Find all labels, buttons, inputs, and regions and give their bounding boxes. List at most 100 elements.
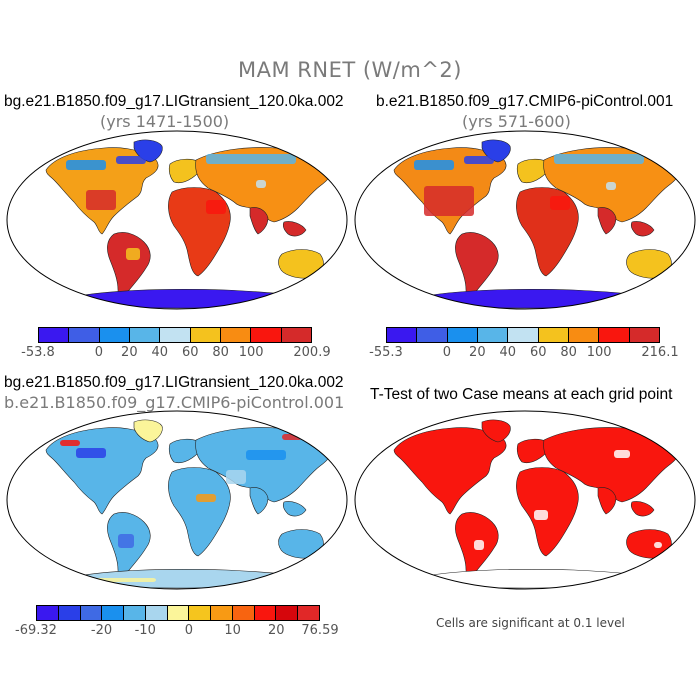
colorbar-tick-label: 80 xyxy=(212,345,229,360)
colorbar-tick-label: 200.9 xyxy=(293,345,331,360)
colorbar-tick-label: -55.3 xyxy=(369,345,403,360)
colorbar-swatch xyxy=(37,606,59,620)
continent-europe xyxy=(516,438,550,464)
field-patch xyxy=(60,440,80,446)
colorbar-tick-label: 40 xyxy=(499,345,517,360)
significance-footnote: Cells are significant at 0.1 level xyxy=(436,616,625,630)
colorbar-swatch xyxy=(39,328,70,342)
continent-india xyxy=(249,487,269,515)
colorbar-tick-label: 100 xyxy=(238,345,264,360)
field-patch xyxy=(96,578,156,582)
continent-india xyxy=(597,487,617,515)
map-panel-3 xyxy=(6,410,348,590)
continent-australia xyxy=(278,249,324,279)
colorbar-swatch xyxy=(599,328,630,342)
field-patch xyxy=(464,156,494,164)
colorbar-tick-label: 80 xyxy=(560,345,577,360)
colorbar-tick-label: -20 xyxy=(90,623,113,638)
field-patch xyxy=(206,200,226,214)
colorbar-swatch xyxy=(387,328,418,342)
colorbar-swatch xyxy=(190,328,221,342)
continent-greenland xyxy=(481,419,511,443)
map-land xyxy=(393,419,682,589)
colorbar-swatch xyxy=(254,606,277,620)
panel-3-subtitle: b.e21.B1850.f09_g17.CMIP6-piControl.001 xyxy=(4,393,345,412)
map-land xyxy=(45,419,334,589)
colorbar-tick-label: 0 xyxy=(184,623,194,638)
field-patch xyxy=(196,494,216,502)
continent-india xyxy=(249,207,269,235)
colorbar-tick-label: -69.32 xyxy=(15,623,57,638)
field-patch xyxy=(424,186,474,216)
colorbar-swatch xyxy=(99,328,130,342)
field-patch xyxy=(206,154,296,164)
map-panel-4 xyxy=(354,410,696,590)
colorbar-tick-label: -53.8 xyxy=(21,345,55,360)
colorbar-tick-label: 20 xyxy=(121,345,138,360)
continent-southAmerica xyxy=(107,232,151,297)
colorbar-swatch xyxy=(447,328,478,342)
colorbar-tick-label: 76.59 xyxy=(301,623,339,638)
colorbar-swatch xyxy=(124,606,146,620)
colorbar-swatch xyxy=(538,328,569,342)
colorbar-swatch xyxy=(281,328,311,342)
continent-australia xyxy=(278,529,324,559)
panel-4-title: T-Test of two Case means at each grid po… xyxy=(370,386,673,403)
field-patch xyxy=(116,156,146,164)
colorbar-swatch xyxy=(251,328,282,342)
colorbar-swatch xyxy=(167,606,190,620)
continent-india xyxy=(597,207,617,235)
continent-greenland xyxy=(133,419,163,443)
panel-1-title: bg.e21.B1850.f09_g17.LIGtransient_120.0k… xyxy=(4,93,344,110)
colorbar-swatch xyxy=(477,328,509,342)
colorbar-tick-label: 60 xyxy=(181,345,199,360)
colorbar-swatch xyxy=(129,328,161,342)
continent-antarctica xyxy=(412,568,655,589)
field-patch xyxy=(614,450,630,458)
continent-africa xyxy=(168,467,231,557)
colorbar-tick-label: 100 xyxy=(586,345,612,360)
map-frame xyxy=(354,130,696,310)
field-patch xyxy=(654,542,662,548)
colorbar-tick-label: 0 xyxy=(442,345,452,360)
colorbar-swatch xyxy=(189,606,212,620)
field-patch xyxy=(534,510,548,520)
map-land xyxy=(393,139,682,309)
field-patch xyxy=(554,154,644,164)
field-patch xyxy=(226,470,246,484)
continent-seAsia xyxy=(282,221,307,237)
figure-title: MAM RNET (W/m^2) xyxy=(238,58,462,82)
continent-seAsia xyxy=(282,501,307,517)
map-land xyxy=(45,139,334,309)
field-patch xyxy=(86,190,116,210)
colorbar-swatch xyxy=(508,328,539,342)
field-patch xyxy=(76,448,106,458)
map-frame xyxy=(354,410,696,590)
colorbar-tick-label: 20 xyxy=(469,345,486,360)
colorbar-swatch xyxy=(629,328,659,342)
continent-australia xyxy=(626,249,672,279)
field-patch xyxy=(118,534,134,548)
colorbar-swatch xyxy=(58,606,81,620)
continent-europe xyxy=(516,158,550,184)
colorbar-panel-2 xyxy=(386,327,660,343)
continent-antarctica xyxy=(412,288,655,309)
continent-europe xyxy=(168,158,202,184)
map-frame xyxy=(6,130,348,310)
field-patch xyxy=(606,182,616,190)
colorbar-swatch xyxy=(298,606,319,620)
panel-2-title: b.e21.B1850.f09_g17.CMIP6-piControl.001 xyxy=(376,93,674,110)
colorbar-tick-label: 216.1 xyxy=(641,345,679,360)
continent-southAmerica xyxy=(455,232,499,297)
colorbar-swatch xyxy=(417,328,448,342)
colorbar-panel-3 xyxy=(36,605,320,621)
field-patch xyxy=(126,248,140,260)
colorbar-tick-label: 0 xyxy=(94,345,104,360)
continent-northAmerica xyxy=(393,427,507,515)
continent-europe xyxy=(168,438,202,464)
map-panel-2 xyxy=(354,130,696,310)
continent-australia xyxy=(626,529,672,559)
field-patch xyxy=(550,196,570,210)
colorbar-tick-label: 20 xyxy=(268,623,285,638)
panel-2-subtitle: (yrs 571-600) xyxy=(462,112,571,131)
